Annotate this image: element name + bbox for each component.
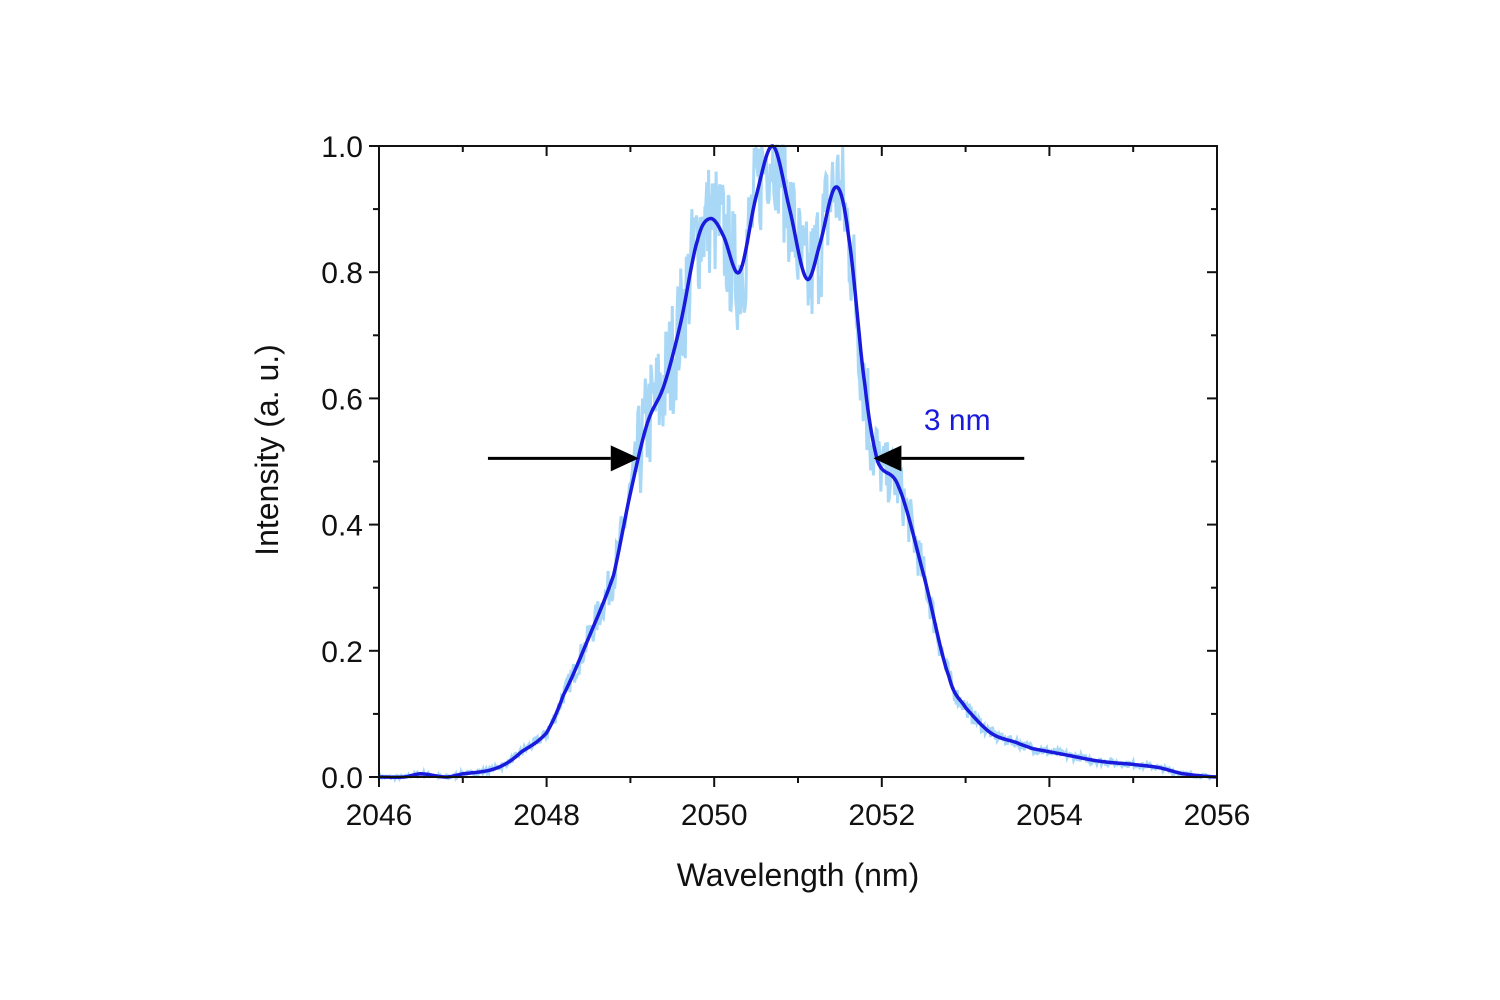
- x-tick-label: 2046: [346, 799, 413, 832]
- y-tick-label: 0.6: [321, 383, 363, 416]
- x-axis-title: Wavelength (nm): [677, 857, 919, 893]
- annotations: 3 nm: [487, 404, 1025, 472]
- y-tick-label: 0.4: [321, 510, 363, 543]
- smoothed-spectrum-series: [378, 144, 1218, 779]
- x-tick-label: 2050: [681, 799, 748, 832]
- x-tick-label: 2048: [513, 799, 580, 832]
- y-tick-label: 0.0: [321, 762, 363, 795]
- smoothed-spectrum-line: [378, 144, 1218, 779]
- y-tick-label: 1.0: [321, 131, 363, 164]
- y-axis-title: Intensity (a. u.): [249, 344, 285, 556]
- x-tick-label: 2054: [1016, 799, 1083, 832]
- x-tick-label: 2056: [1184, 799, 1251, 832]
- x-tick-label: 2052: [848, 799, 915, 832]
- fwhm-label: 3 nm: [924, 404, 991, 437]
- y-tick-label: 0.8: [321, 257, 363, 290]
- fwhm-arrow-right-head: [610, 445, 639, 472]
- fwhm-arrow-left-head: [873, 445, 902, 472]
- y-tick-label: 0.2: [321, 636, 363, 669]
- axis-ticks: 2046 2048 2050 2052 2054 2056 0.0 0.2 0.4 0.6 0.8 1…: [321, 131, 1250, 832]
